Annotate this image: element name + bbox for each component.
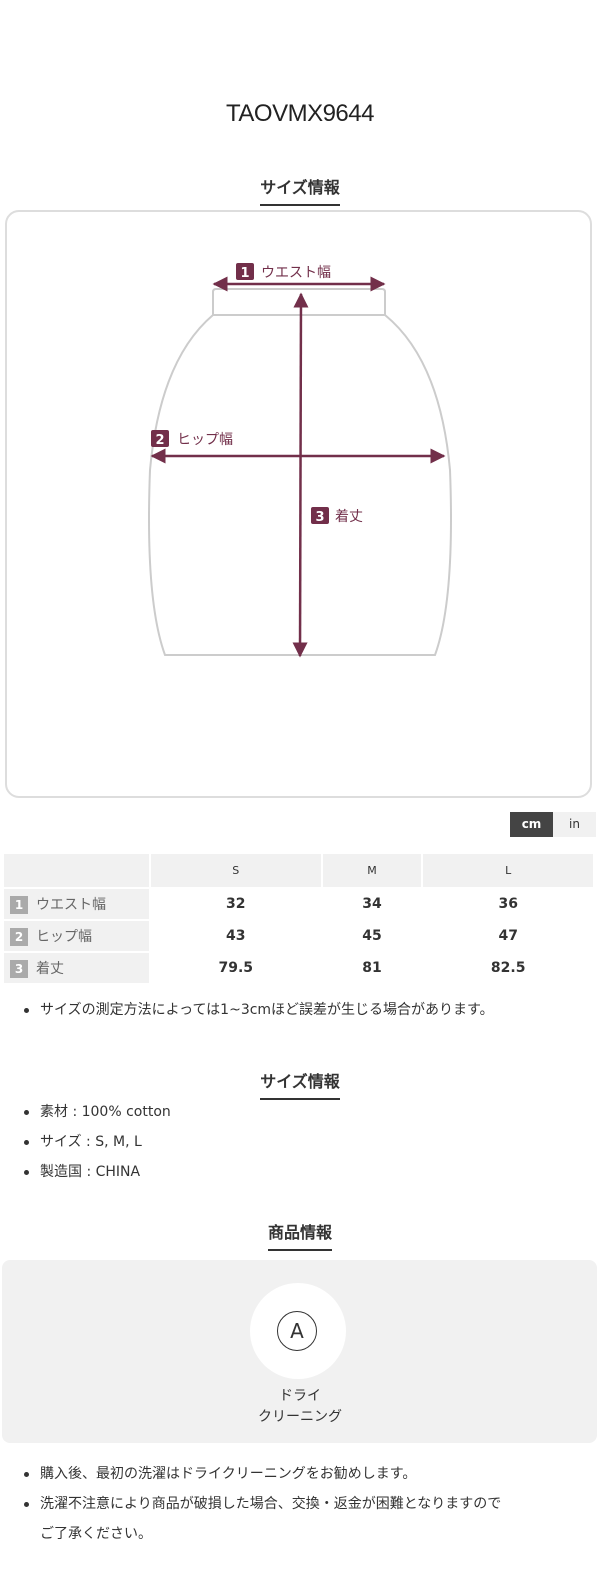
info-list: 素材 : 100% cotton サイズ : S, M, L 製造国 : CHINA [22,1097,171,1187]
product-heading: 商品情報 [0,1219,600,1251]
size-note: サイズの測定方法によっては1~3cmほど誤差が生じる場合があります。 [22,995,494,1025]
dry-clean-icon: A [277,1311,317,1351]
length-arrow [292,292,309,658]
info-heading: サイズ情報 [0,1068,600,1100]
unit-in-button[interactable]: in [553,812,596,837]
svg-text:3: 3 [315,510,324,525]
waist-label: ウエスト幅 [261,265,331,281]
svg-text:2: 2 [155,433,164,448]
unit-cm-button[interactable]: cm [510,812,553,837]
care-notes: 購入後、最初の洗濯はドライクリーニングをお勧めします。 洗濯不注意により商品が破… [22,1459,501,1549]
table-row: 1 ウエスト幅 32 34 36 [2,887,595,921]
length-label: 着丈 [335,509,363,525]
care-label: クリーニング [258,1409,342,1425]
hip-label: ヒップ幅 [177,432,233,448]
care-icon-circle: A [250,1283,346,1379]
size-diagram: 1 ウエスト幅 2 ヒップ幅 3 着丈 [5,210,592,798]
svg-text:1: 1 [240,266,249,281]
size-heading: サイズ情報 [0,174,600,206]
care-label: ドライ [279,1388,321,1404]
table-row: 2 ヒップ幅 43 45 47 [2,919,595,953]
table-row: 3 着丈 79.5 81 82.5 [2,951,595,985]
unit-toggle[interactable]: cm in [510,812,596,837]
product-code: TAOVMX9644 [226,100,374,127]
